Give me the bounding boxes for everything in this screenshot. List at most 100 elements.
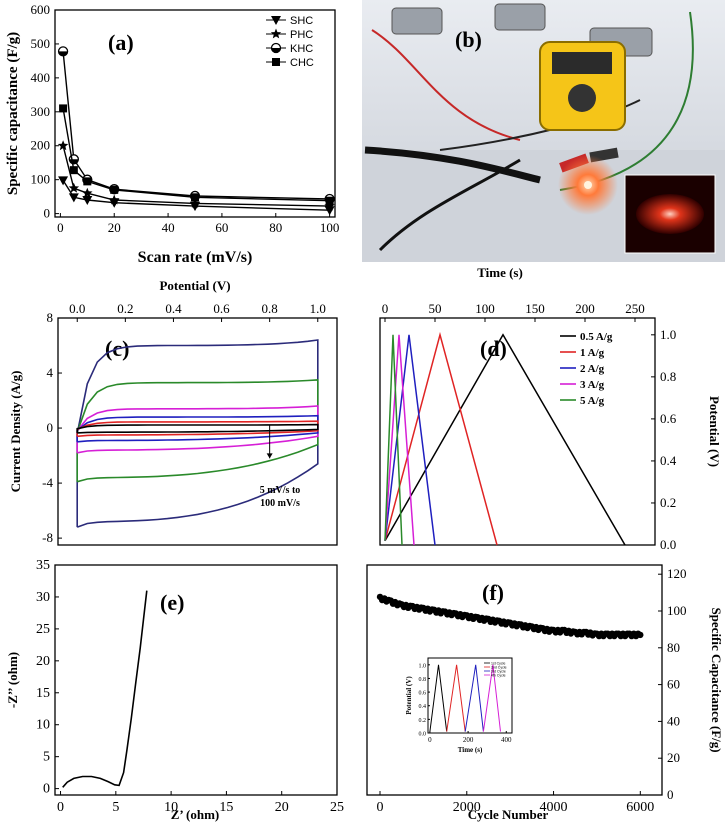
legend-label: 1st Cycle (491, 662, 505, 666)
legend-label: PHC (290, 29, 313, 41)
data-point-CHC (83, 177, 92, 186)
y-tick-label: 25 (36, 622, 50, 637)
data-point-CHC (59, 104, 68, 113)
photo-panel: (b) (362, 0, 725, 262)
x-tick-label: 6000 (626, 800, 654, 815)
legend-label: 2 A/g (580, 363, 605, 375)
annotation-arrowhead (266, 453, 273, 459)
y-tick-label: 8 (47, 310, 54, 325)
x-tick-label: 0.0 (69, 301, 85, 316)
y-tick-label: 1.0 (660, 327, 676, 342)
cv-curve-black (76, 423, 319, 434)
y-tick-label: 60 (667, 677, 680, 692)
cv-curve-red (76, 420, 319, 438)
y-tick-label: 100 (667, 603, 687, 618)
data-point (637, 631, 644, 639)
cell-1 (391, 7, 443, 35)
inset-curve-red (446, 664, 466, 732)
legend-label: KHC (290, 43, 313, 55)
x-tick-label: 60 (215, 220, 228, 235)
legend-marker-SHC (271, 16, 281, 25)
y-tick-label: 0.8 (419, 677, 427, 683)
plot-frame-d (379, 317, 656, 546)
probe-cable-2 (378, 158, 521, 252)
y-tick-label: 1.0 (419, 663, 427, 669)
data-point-CHC (110, 185, 119, 194)
data-point-CHC (191, 193, 199, 202)
x-axis-title: Scan rate (mV/s) (138, 249, 253, 266)
cv-curve-blue (76, 414, 319, 443)
chart-a: 0 20 40 60 80 100 0 100 200 300 400 500 600 Scan rate… (5, 2, 339, 266)
y-tick-label: 4 (47, 365, 54, 380)
y-tick-label: 600 (31, 2, 51, 17)
x-tick-label: 40 (162, 220, 175, 235)
x-tick-label: 50 (429, 301, 442, 316)
y-tick-label: 15 (36, 686, 50, 701)
y-tick-label: 0.0 (660, 537, 676, 552)
annotation-text: 100 mV/s (260, 498, 300, 509)
plot-frame-e (54, 564, 338, 796)
legend-marker-KHC-fill (271, 48, 281, 53)
legend-label: SHC (290, 15, 313, 27)
x-tick-label: 0.4 (165, 301, 182, 316)
data-point-PHC (68, 182, 80, 193)
inset-curve-magenta (482, 664, 501, 732)
y-tick-label: 0.4 (419, 704, 427, 710)
y-tick-label: 30 (36, 590, 50, 605)
cv-curve-green (76, 379, 319, 483)
x-tick-label: 0 (57, 220, 64, 235)
data-point-PHC (109, 194, 120, 205)
x-tick-label: 0 (428, 736, 432, 744)
data-point-PHC (324, 200, 335, 211)
multimeter-display (552, 52, 612, 74)
legend-label: 3 A/g (580, 379, 605, 391)
cell-2 (494, 3, 546, 31)
chart-e: 0 5 10 15 20 25 0 5 10 15 20 25 30 35 Z’ (ohm) -Z’’ (oh… (5, 558, 344, 822)
y-tick-label: 5 (43, 750, 50, 765)
data-point-SHC (68, 193, 79, 203)
chart-f-inset: 0 200 400 0.0 0.2 0.4 0.6 0.8 1.0 Time (s) Potenti… (405, 657, 513, 754)
gcd-curve-red (384, 331, 498, 546)
y-tick-label: 20 (667, 750, 680, 765)
data-point-PHC (57, 140, 69, 151)
y-axis-title: Potential (V) (405, 676, 413, 715)
y-tick-label: 0.6 (419, 691, 427, 697)
x-tick-label: 250 (625, 301, 645, 316)
chart-d: 0 50 100 150 200 250 0.0 0.2 0.4 0.6 0.8 1.0 Time (s… (379, 265, 722, 552)
y-tick-label: 0.2 (660, 495, 676, 510)
series-line-PHC (62, 145, 330, 207)
legend-label: 4th Cycle (491, 674, 506, 678)
y-tick-label: 0 (47, 420, 54, 435)
x-tick-label: 0.8 (262, 301, 278, 316)
panel-label-d: (d) (480, 336, 507, 361)
y-tick-label: 20 (36, 654, 50, 669)
nyquist-curve (62, 590, 148, 788)
gcd-curve-black (384, 333, 626, 546)
plot-frame-f (366, 564, 663, 796)
y-tick-label: 80 (667, 640, 680, 655)
plot-frame-c (57, 317, 338, 546)
panel-label-b: (b) (455, 27, 482, 52)
inset-curve-blue (464, 664, 484, 732)
red-wire (371, 29, 521, 141)
panel-label-f: (f) (482, 580, 504, 605)
legend-label: CHC (290, 57, 314, 69)
panel-label-e: (e) (160, 590, 184, 615)
annotation-text: 5 mV/s to (260, 485, 301, 496)
x-tick-label: 15 (219, 800, 233, 815)
plot-frame-a (54, 9, 336, 218)
data-point-SHC (109, 198, 120, 208)
y-tick-label: 400 (31, 70, 51, 85)
x-tick-label: 20 (275, 800, 289, 815)
series-line-CHC (62, 108, 330, 202)
panel-label-a: (a) (108, 30, 134, 55)
y-tick-label: 0 (667, 787, 674, 802)
y-tick-label: 300 (31, 104, 51, 119)
x-tick-label: 80 (269, 220, 282, 235)
x-axis-title: Cycle Number (468, 807, 549, 822)
x-tick-label: 100 (320, 220, 340, 235)
cv-curve-navy (76, 339, 319, 528)
x-tick-label: 1.0 (310, 301, 326, 316)
y-tick-label: 0.4 (660, 453, 677, 468)
